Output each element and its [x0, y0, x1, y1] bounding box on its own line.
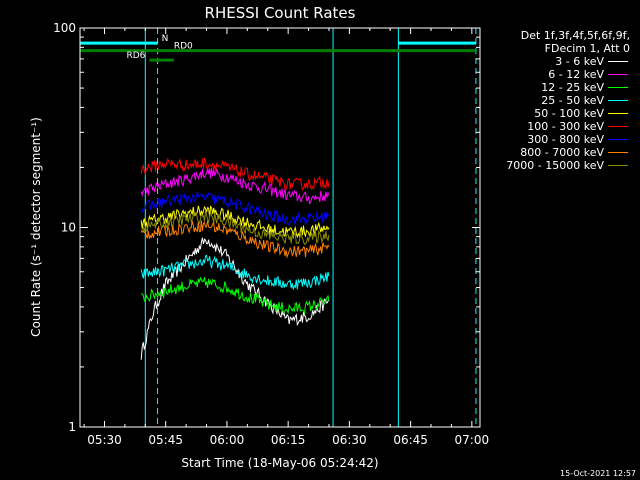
- annotation-layer: N RD0 RD6: [79, 28, 477, 427]
- legend-entry-300-800-kev: 300 - 800 keV: [478, 133, 630, 146]
- legend-swatch-3-6-kev: [608, 61, 628, 62]
- series-line-300-800-kev: [140, 191, 330, 226]
- y-axis-label: Count Rate (s⁻¹ detector segment⁻¹): [29, 117, 43, 337]
- legend-label-800-7000-kev: 800 - 7000 keV: [520, 146, 604, 159]
- flag-label-n: N: [162, 34, 169, 44]
- legend-swatch-800-7000-kev: [608, 152, 628, 153]
- series-line-7000-15000-kev: [140, 210, 330, 246]
- series-line-3-6-kev: [140, 237, 330, 360]
- legend-entry-3-6-kev: 3 - 6 keV: [478, 55, 630, 68]
- legend-entries: 3 - 6 keV 6 - 12 keV 12 - 25 keV 25 - 50 ke…: [478, 55, 630, 172]
- series-layer: [140, 156, 330, 360]
- y-tick-label-1: 1: [68, 420, 76, 434]
- x-tick-label-0645: 06:45: [393, 433, 428, 447]
- series-line-6-12-kev: [140, 167, 330, 205]
- legend-label-3-6-kev: 3 - 6 keV: [555, 55, 604, 68]
- legend-label-12-25-kev: 12 - 25 keV: [541, 81, 604, 94]
- legend-label-100-300-kev: 100 - 300 keV: [527, 120, 604, 133]
- legend-swatch-6-12-kev: [608, 74, 628, 75]
- series-line-25-50-kev: [140, 254, 330, 290]
- legend-label-7000-15000-kev: 7000 - 15000 keV: [506, 159, 604, 172]
- x-tick-label-0545: 05:45: [148, 433, 183, 447]
- legend: Det 1f,3f,4f,5f,6f,9f, FDecim 1, Att 0 3…: [478, 29, 630, 172]
- flag-label-rd6: RD6: [126, 51, 145, 61]
- legend-swatch-50-100-kev: [608, 113, 628, 114]
- legend-label-50-100-kev: 50 - 100 keV: [534, 107, 604, 120]
- y-tick-label-100: 100: [53, 21, 76, 35]
- legend-swatch-12-25-kev: [608, 87, 628, 88]
- legend-label-25-50-kev: 25 - 50 keV: [541, 94, 604, 107]
- x-tick-label-0700: 07:00: [455, 433, 490, 447]
- legend-label-300-800-kev: 300 - 800 keV: [527, 133, 604, 146]
- legend-header-line-2: FDecim 1, Att 0: [544, 42, 630, 55]
- x-tick-label-0615: 06:15: [271, 433, 306, 447]
- legend-entry-12-25-kev: 12 - 25 keV: [478, 81, 630, 94]
- legend-entry-50-100-kev: 50 - 100 keV: [478, 107, 630, 120]
- x-tick-label-0530: 05:30: [87, 433, 122, 447]
- axes-layer: 05:30 05:45 06:00 06:15 06:30 06:45 07:00 1 10 10…: [53, 21, 489, 447]
- legend-swatch-300-800-kev: [608, 139, 628, 140]
- series-line-800-7000-kev: [141, 220, 330, 259]
- series-line-100-300-kev: [140, 156, 330, 192]
- chart-title: RHESSI Count Rates: [205, 4, 356, 22]
- legend-entry-6-12-kev: 6 - 12 keV: [478, 68, 630, 81]
- series-line-50-100-kev: [140, 205, 330, 239]
- legend-header-line-1: Det 1f,3f,4f,5f,6f,9f,: [520, 29, 630, 42]
- flag-label-rd0: RD0: [174, 42, 193, 52]
- legend-entry-100-300-kev: 100 - 300 keV: [478, 120, 630, 133]
- plot-frame: [79, 27, 481, 428]
- legend-entry-7000-15000-kev: 7000 - 15000 keV: [478, 159, 630, 172]
- legend-swatch-100-300-kev: [608, 126, 628, 127]
- x-tick-label-0630: 06:30: [332, 433, 367, 447]
- x-axis-label: Start Time (18-May-06 05:24:42): [181, 456, 378, 470]
- legend-swatch-7000-15000-kev: [608, 165, 628, 166]
- legend-label-6-12-kev: 6 - 12 keV: [548, 68, 604, 81]
- legend-swatch-25-50-kev: [608, 100, 628, 101]
- y-tick-label-10: 10: [61, 221, 76, 235]
- legend-entry-800-7000-kev: 800 - 7000 keV: [478, 146, 630, 159]
- x-tick-label-0600: 06:00: [210, 433, 245, 447]
- legend-entry-25-50-kev: 25 - 50 keV: [478, 94, 630, 107]
- footer-timestamp: 15-Oct-2021 12:57: [560, 469, 636, 478]
- series-line-12-25-kev: [141, 276, 330, 316]
